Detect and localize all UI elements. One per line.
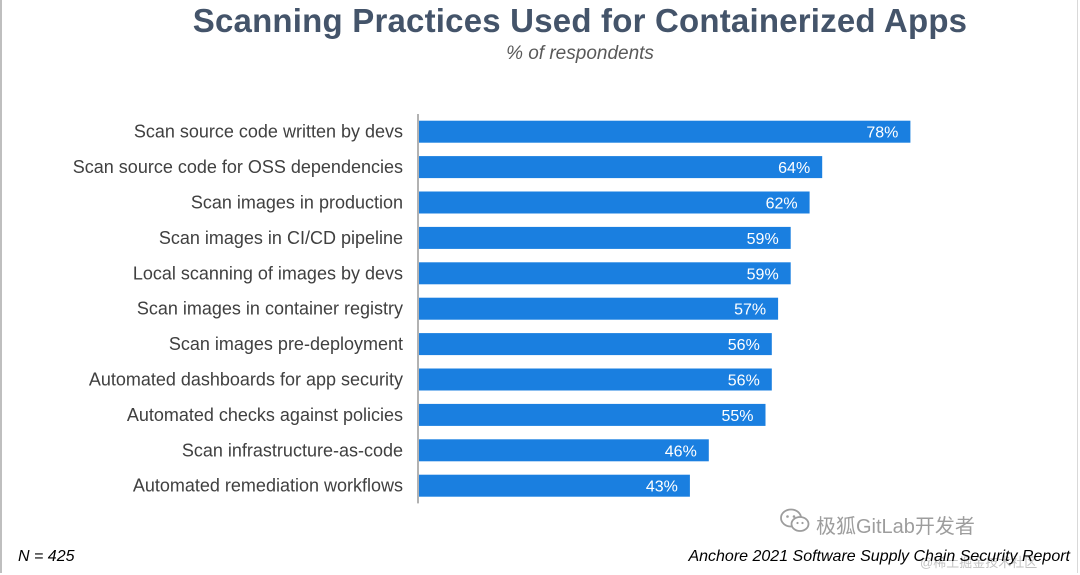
category-label: Automated remediation workflows [133, 476, 403, 496]
bar-10 [419, 439, 709, 462]
value-label: 56% [728, 337, 760, 354]
watermark-subtext: @稀土掘金技术社区 [920, 555, 1038, 570]
value-label: 62% [766, 196, 798, 213]
value-label: 57% [734, 302, 766, 319]
chart-title: Scanning Practices Used for Containerize… [192, 2, 968, 39]
category-label: Local scanning of images by devs [133, 263, 403, 283]
bar-11 [419, 474, 690, 497]
category-label: Scan images pre-deployment [169, 334, 403, 354]
category-label: Automated checks against policies [127, 405, 403, 425]
bar-3 [419, 191, 810, 214]
chart-subtitle: % of respondents [506, 43, 654, 64]
bar-8 [419, 368, 772, 391]
bar-7 [419, 333, 772, 356]
bar-9 [419, 403, 766, 426]
value-label: 64% [778, 160, 810, 177]
value-label: 59% [747, 231, 779, 248]
bar-1 [419, 120, 911, 143]
value-label: 46% [665, 443, 697, 460]
value-label: 59% [747, 266, 779, 283]
sample-size-note: N = 425 [18, 548, 75, 565]
value-label: 55% [721, 408, 753, 425]
category-label: Scan images in production [191, 193, 403, 213]
category-label: Automated dashboards for app security [89, 370, 403, 390]
wechat-icon [780, 508, 810, 540]
bar-4 [419, 226, 791, 249]
source-note: Anchore 2021 Software Supply Chain Secur… [688, 548, 1070, 565]
watermark: 极狐GitLab开发者 [780, 508, 975, 540]
bar-5 [419, 262, 791, 285]
value-label: 43% [646, 479, 678, 496]
value-label: 56% [728, 373, 760, 390]
category-label: Scan infrastructure-as-code [182, 440, 403, 460]
category-label: Scan source code written by devs [134, 122, 403, 142]
category-label: Scan images in container registry [137, 299, 403, 319]
category-label: Scan source code for OSS dependencies [73, 157, 403, 177]
watermark-text: 极狐GitLab开发者 [816, 515, 975, 538]
bar-2 [419, 156, 823, 179]
category-label: Scan images in CI/CD pipeline [159, 228, 403, 248]
bar-6 [419, 297, 779, 320]
value-label: 78% [866, 125, 898, 142]
